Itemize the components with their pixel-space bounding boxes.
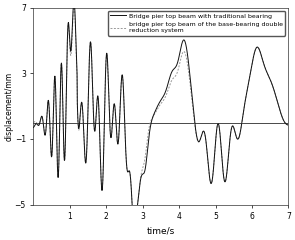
Line: Bridge pier top beam with traditional bearing: Bridge pier top beam with traditional be… xyxy=(33,1,289,234)
bridge pier top beam of the base-bearing double
reduction system xyxy=(279,113,283,116)
bridge pier top beam of the base-bearing double
reduction system xyxy=(32,121,35,124)
Bridge pier top beam with traditional bearing xyxy=(133,232,136,235)
Bridge pier top beam with traditional bearing xyxy=(279,113,283,116)
Bridge pier top beam with traditional bearing xyxy=(279,113,283,116)
bridge pier top beam of the base-bearing double
reduction system xyxy=(279,113,283,116)
Bridge pier top beam with traditional bearing xyxy=(233,128,236,131)
Bridge pier top beam with traditional bearing xyxy=(45,121,48,124)
X-axis label: time/s: time/s xyxy=(147,227,175,236)
bridge pier top beam of the base-bearing double
reduction system xyxy=(72,4,76,7)
bridge pier top beam of the base-bearing double
reduction system xyxy=(149,120,153,122)
bridge pier top beam of the base-bearing double
reduction system xyxy=(287,124,290,126)
Bridge pier top beam with traditional bearing xyxy=(32,126,35,129)
bridge pier top beam of the base-bearing double
reduction system xyxy=(156,107,159,110)
Y-axis label: displacement/mm: displacement/mm xyxy=(4,72,13,141)
bridge pier top beam of the base-bearing double
reduction system xyxy=(233,128,236,131)
bridge pier top beam of the base-bearing double
reduction system xyxy=(133,232,136,235)
Legend: Bridge pier top beam with traditional bearing, bridge pier top beam of the base-: Bridge pier top beam with traditional be… xyxy=(107,11,285,36)
bridge pier top beam of the base-bearing double
reduction system xyxy=(45,121,48,124)
Bridge pier top beam with traditional bearing xyxy=(156,104,159,107)
Bridge pier top beam with traditional bearing xyxy=(287,124,290,126)
Line: bridge pier top beam of the base-bearing double
reduction system: bridge pier top beam of the base-bearing… xyxy=(33,6,289,234)
Bridge pier top beam with traditional bearing xyxy=(72,0,76,2)
Bridge pier top beam with traditional bearing xyxy=(149,123,153,126)
